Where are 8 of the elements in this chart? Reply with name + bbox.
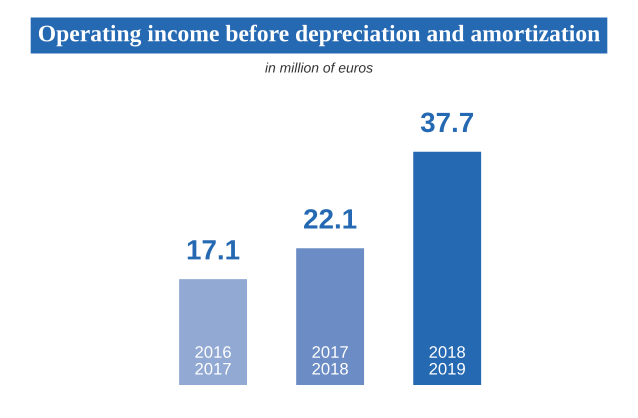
x-tick-label: 2017 2018 xyxy=(312,346,348,375)
chart-title: Operating income before depreciation and amortization xyxy=(38,24,600,46)
chart-subtitle: in million of euros xyxy=(265,62,373,73)
x-tick-label: 2018 2019 xyxy=(429,346,465,375)
data-label: 22.1 xyxy=(304,209,356,228)
x-tick-label: 2016 2017 xyxy=(195,346,231,375)
data-label: 37.7 xyxy=(420,112,473,132)
data-label: 17.1 xyxy=(188,240,240,260)
